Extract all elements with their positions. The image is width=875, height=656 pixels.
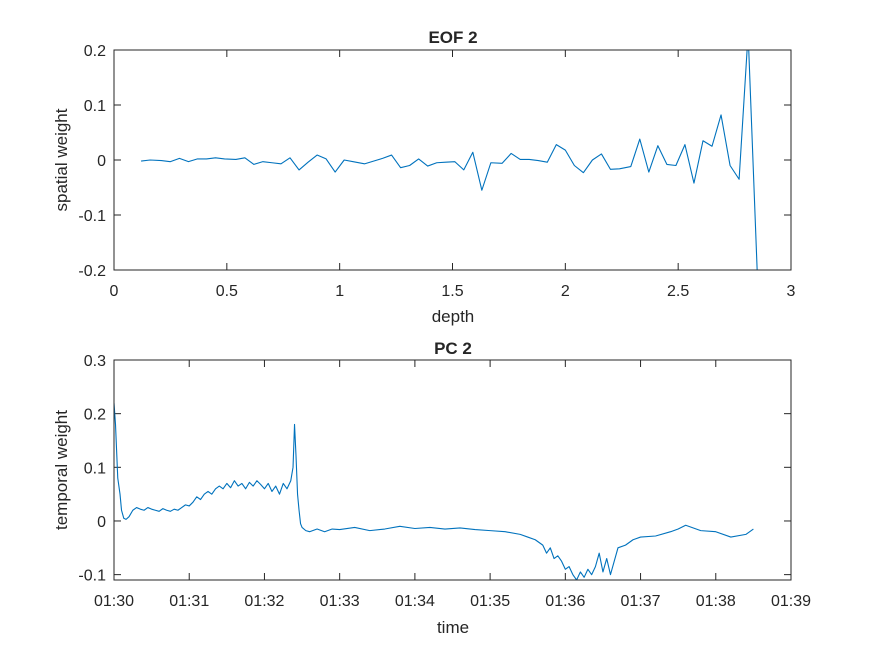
y-tick-label: 0.1 — [84, 460, 106, 477]
x-tick-label: 01:32 — [244, 593, 284, 610]
y-tick-label: -0.2 — [78, 263, 106, 280]
y-tick-label: 0 — [97, 153, 106, 170]
y-tick-label: 0.2 — [84, 407, 106, 424]
series-group — [141, 50, 758, 270]
x-tick-label: 3 — [787, 283, 796, 300]
x-tick-label: 2 — [561, 283, 570, 300]
y-axis-label: temporal weight — [52, 410, 71, 530]
pc2-chart: PC 2 01:30 01:31 01:32 01:33 01:34 01:35 01:36… — [52, 339, 811, 637]
x-tick-label: 01:33 — [320, 593, 360, 610]
x-tick-label: 01:39 — [771, 593, 811, 610]
x-tick-label: 1 — [335, 283, 344, 300]
y-tick-label: -0.1 — [78, 208, 106, 225]
series-group — [114, 402, 754, 580]
x-tick-label: 01:36 — [545, 593, 585, 610]
tick-group: 01:30 01:31 01:32 01:33 01:34 01:35 01:36 01:37… — [78, 353, 811, 610]
x-tick-label: 01:34 — [395, 593, 435, 610]
x-tick-label: 2.5 — [667, 283, 689, 300]
axes-box — [113, 359, 792, 581]
eof2-chart: EOF 2 0 0.5 1 1.5 2 2.5 3 -0.2 -0.1 0 0.1 0.2 depth… — [52, 28, 796, 326]
x-tick-label: 01:31 — [169, 593, 209, 610]
series-line — [141, 50, 758, 270]
y-tick-label: 0.3 — [84, 353, 106, 370]
x-tick-label: 01:30 — [94, 593, 134, 610]
chart-title: EOF 2 — [428, 28, 477, 47]
y-axis-label: spatial weight — [52, 108, 71, 211]
x-tick-label: 1.5 — [441, 283, 463, 300]
y-tick-label: -0.1 — [78, 568, 106, 585]
x-tick-label: 0.5 — [216, 283, 238, 300]
y-tick-label: 0.1 — [84, 98, 106, 115]
y-tick-label: 0.2 — [84, 43, 106, 60]
chart-title: PC 2 — [434, 339, 472, 358]
x-tick-label: 01:37 — [621, 593, 661, 610]
x-tick-label: 01:38 — [696, 593, 736, 610]
series-line — [114, 402, 754, 580]
axes-box — [113, 49, 792, 271]
x-tick-label: 01:35 — [470, 593, 510, 610]
x-axis-label: depth — [432, 307, 475, 326]
x-tick-label: 0 — [110, 283, 119, 300]
y-tick-label: 0 — [97, 514, 106, 531]
x-axis-label: time — [437, 618, 469, 637]
